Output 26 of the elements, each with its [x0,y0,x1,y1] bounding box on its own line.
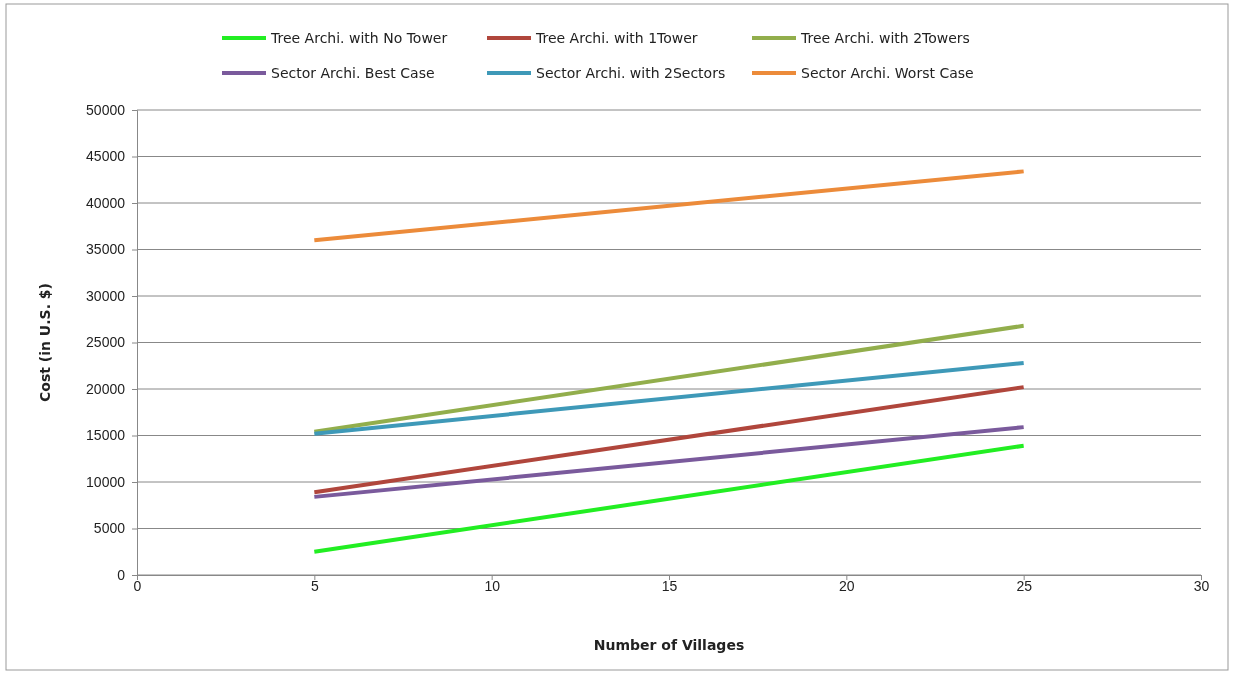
legend-label: Tree Archi. with No Tower [270,30,448,46]
y-tick-label: 5000 [93,520,126,537]
x-tick-label: 5 [310,578,319,594]
legend-label: Sector Archi. Best Case [271,65,435,81]
legend-label: Sector Archi. with 2Sectors [536,65,726,81]
x-tick-label: 0 [133,578,142,594]
y-tick-label: 40000 [86,194,126,211]
y-tick-label: 45000 [86,148,126,165]
legend-label: Tree Archi. with 1Tower [535,30,698,46]
x-tick-label: 30 [1193,578,1210,594]
y-tick-label: 50000 [86,101,126,118]
x-tick-label: 15 [661,578,678,594]
legend-label: Sector Archi. Worst Case [801,65,974,81]
legend-label: Tree Archi. with 2Towers [800,30,970,46]
y-tick-label: 35000 [86,241,126,258]
y-tick-label: 20000 [86,380,126,397]
y-tick-label: 25000 [86,334,126,351]
y-tick-label: 30000 [86,287,126,304]
x-tick-label: 10 [484,578,501,594]
y-tick-label: 15000 [86,427,126,444]
x-tick-label: 25 [1016,578,1033,594]
x-axis-title: Number of Villages [593,637,745,653]
y-tick-label: 0 [117,566,126,583]
y-tick-label: 10000 [86,473,126,490]
y-axis-title: Cost (in U.S. $) [37,283,53,402]
x-tick-label: 20 [839,578,855,594]
